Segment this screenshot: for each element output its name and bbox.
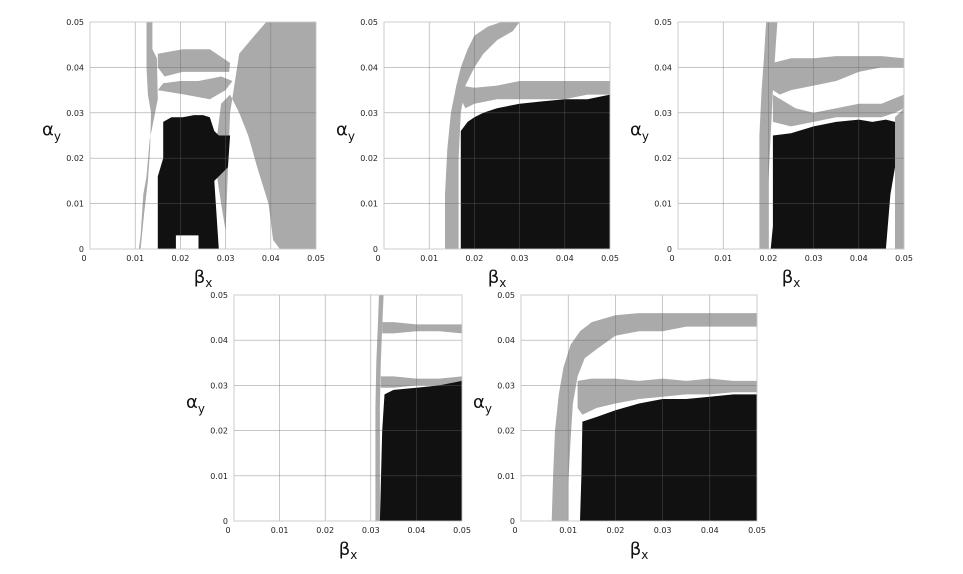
- y-tick-label: 0.02: [360, 154, 378, 163]
- y-tick-label: 0.03: [210, 381, 228, 390]
- x-tick-label: 0.05: [748, 526, 766, 535]
- chart-panel-5: 0 0.01 0.02 0.03 0.04 0.05 0 0.01 0.02 0.03 0.04 0.…: [473, 291, 766, 562]
- x-tick-label: 0.02: [606, 526, 624, 535]
- y-tick-label: 0.03: [360, 109, 378, 118]
- y-tick-label: 0.04: [497, 336, 515, 345]
- y-tick-label: 0.02: [210, 427, 228, 436]
- x-tick-label: 0.02: [465, 254, 483, 263]
- x-tick-label: 0.02: [316, 526, 334, 535]
- x-tick-label: 0.01: [559, 526, 577, 535]
- plot-frame: [233, 294, 463, 522]
- black-region-1: [157, 115, 231, 249]
- y-tick-label: 0.05: [654, 18, 672, 27]
- gray-region-4: [895, 108, 904, 249]
- x-tick-label: 0.01: [714, 254, 732, 263]
- y-tick-label: 0.05: [497, 291, 515, 300]
- y-tick-label: 0.02: [66, 154, 84, 163]
- y-tick-label: 0.04: [360, 63, 378, 72]
- y-tick-label: 0.03: [497, 381, 515, 390]
- x-tick-label: 0.04: [262, 254, 280, 263]
- black-region-1: [379, 380, 462, 521]
- x-tick-label: 0.02: [171, 254, 189, 263]
- chart-panel-2: 0 0.01 0.02 0.03 0.04 0.05 0 0.01 0.02 0.03 0.04 0.…: [336, 18, 619, 290]
- y-axis-label: αy: [186, 392, 205, 416]
- x-tick-label: 0.04: [850, 254, 868, 263]
- y-axis-label: αy: [42, 120, 61, 144]
- x-axis-label: βx: [339, 539, 358, 562]
- gray-region-2: [157, 49, 231, 77]
- gray-region-2: [382, 322, 462, 334]
- gray-region-1: [445, 22, 520, 249]
- y-axis-label: αy: [630, 120, 649, 144]
- y-axis-label: αy: [473, 392, 492, 416]
- plot-frame: [383, 21, 611, 250]
- y-tick-label: 0.01: [360, 200, 378, 209]
- x-axis-label: βx: [194, 267, 213, 290]
- x-tick-label: 0.05: [895, 254, 913, 263]
- x-tick-label: 0: [512, 526, 517, 535]
- gray-region-2: [577, 378, 757, 415]
- x-axis-label: βx: [782, 267, 801, 290]
- y-tick-label: 0: [510, 517, 515, 526]
- chart-panel-1: 0 0.01 0.02 0.03 0.04 0.05 0 0.01 0.02 0.03 0.04 0.…: [42, 18, 325, 290]
- gray-region-1: [138, 22, 158, 249]
- y-tick-label: 0.05: [360, 18, 378, 27]
- y-tick-label: 0.01: [654, 200, 672, 209]
- y-tick-label: 0.04: [654, 63, 672, 72]
- chart-panel-3: 0 0.01 0.02 0.03 0.04 0.05 0 0.01 0.02 0.03 0.04 0.…: [630, 18, 913, 290]
- x-tick-label: 0: [225, 526, 230, 535]
- black-region-1: [580, 394, 757, 521]
- x-tick-label: 0.05: [307, 254, 325, 263]
- y-tick-label: 0: [79, 245, 84, 254]
- y-axis-label: αy: [336, 120, 355, 144]
- x-tick-label: 0.01: [126, 254, 144, 263]
- x-tick-label: 0: [81, 254, 86, 263]
- plot-frame: [89, 21, 317, 250]
- y-tick-label: 0.02: [497, 427, 515, 436]
- x-axis-label: βx: [488, 267, 507, 290]
- x-tick-label: 0.03: [805, 254, 823, 263]
- y-tick-label: 0.01: [210, 472, 228, 481]
- y-tick-label: 0.01: [497, 472, 515, 481]
- x-tick-label: 0.05: [453, 526, 471, 535]
- gray-region-3: [772, 94, 904, 127]
- x-tick-label: 0.01: [271, 526, 289, 535]
- gray-region-1: [375, 295, 384, 521]
- y-tick-label: 0.01: [66, 200, 84, 209]
- y-tick-label: 0.04: [210, 336, 228, 345]
- x-tick-label: 0.03: [362, 526, 380, 535]
- plot-frame: [520, 294, 758, 522]
- chart-panel-4: 0 0.01 0.02 0.03 0.04 0.05 0 0.01 0.02 0.03 0.04 0.…: [186, 291, 471, 562]
- x-tick-label: 0.05: [601, 254, 619, 263]
- plot-frame: [677, 21, 905, 250]
- x-tick-label: 0.03: [511, 254, 529, 263]
- gray-region-2: [772, 56, 904, 95]
- x-tick-label: 0.04: [701, 526, 719, 535]
- x-tick-label: 0.03: [217, 254, 235, 263]
- black-region-1: [770, 119, 895, 249]
- y-tick-label: 0.04: [66, 63, 84, 72]
- black-region-1: [460, 94, 610, 249]
- y-tick-label: 0.02: [654, 154, 672, 163]
- gray-region-3: [380, 376, 462, 388]
- y-tick-label: 0.05: [210, 291, 228, 300]
- y-tick-label: 0: [373, 245, 378, 254]
- x-tick-label: 0.03: [654, 526, 672, 535]
- x-tick-label: 0: [375, 254, 380, 263]
- y-tick-label: 0.05: [66, 18, 84, 27]
- gray-region-4: [214, 22, 316, 249]
- y-tick-label: 0.03: [654, 109, 672, 118]
- x-tick-label: 0: [669, 254, 674, 263]
- gray-region-3: [157, 76, 233, 100]
- y-tick-label: 0.03: [66, 109, 84, 118]
- y-tick-label: 0: [667, 245, 672, 254]
- gray-region-2: [460, 81, 610, 109]
- x-tick-label: 0.04: [407, 526, 425, 535]
- x-tick-label: 0.01: [420, 254, 438, 263]
- x-tick-label: 0.04: [556, 254, 574, 263]
- x-axis-label: βx: [630, 539, 649, 562]
- y-tick-label: 0: [223, 517, 228, 526]
- x-tick-label: 0.02: [759, 254, 777, 263]
